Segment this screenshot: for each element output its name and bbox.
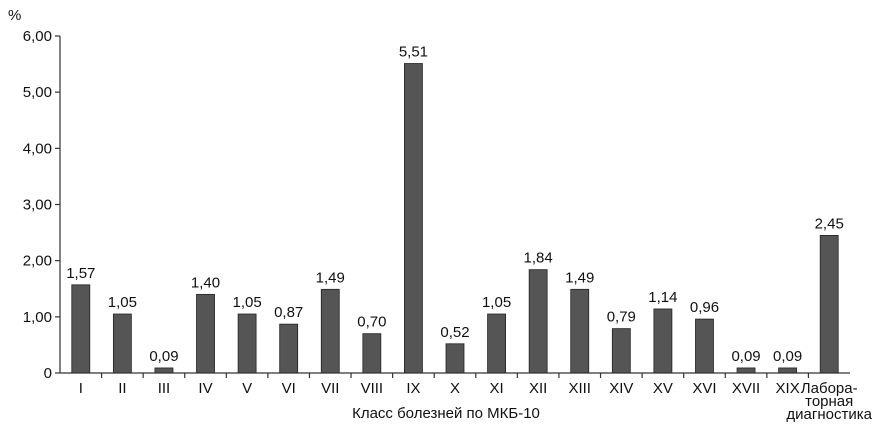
value-label: 1,05	[233, 294, 262, 311]
value-label: 5,51	[399, 44, 428, 61]
category-label: VIII	[361, 380, 384, 397]
category-label: IV	[198, 380, 212, 397]
bar	[570, 288, 590, 374]
y-tick-label: 5,00	[23, 84, 52, 101]
value-label: 0,70	[357, 314, 386, 331]
category-label: XV	[653, 380, 673, 397]
category-label: II	[118, 380, 126, 397]
value-label: 0,96	[690, 299, 719, 316]
bar	[196, 293, 215, 374]
value-label: 0,79	[607, 309, 636, 326]
y-axis-title: %	[8, 7, 21, 24]
category-label: XIV	[609, 380, 633, 397]
category-label: XVI	[692, 380, 716, 397]
bar	[112, 313, 132, 374]
bar	[528, 269, 548, 374]
category-label: X	[450, 380, 460, 397]
bar	[695, 318, 714, 374]
category-label: XIII	[568, 380, 591, 397]
bar	[653, 308, 673, 374]
value-label: 1,49	[316, 269, 345, 286]
bar	[154, 367, 174, 374]
bar	[611, 328, 631, 374]
category-label: XIX	[776, 380, 800, 397]
category-label: VII	[321, 380, 339, 397]
value-label: 0,09	[149, 348, 178, 365]
category-label: V	[242, 380, 252, 397]
value-labels: 1,57 1,05 0,09 1,40 1,05 0,87 1,49 0,70 5,51 0,52…	[66, 44, 844, 365]
x-axis: I II III IV V VI VII VIII IX X XI XII XIII XIV XV XVI XV…	[60, 372, 873, 423]
value-label: 1,57	[66, 265, 95, 282]
y-tick-label: 2,00	[23, 253, 52, 270]
value-label: 1,49	[565, 269, 594, 286]
category-label: I	[79, 380, 83, 397]
y-axis: 0 1,00 2,00 3,00 4,00 5,00 6,00	[23, 28, 61, 382]
category-label: Лабора-торная диагностика	[786, 380, 872, 423]
bar	[279, 323, 299, 374]
y-tick-label: 0	[44, 365, 52, 382]
value-label: 1,84	[524, 250, 553, 267]
category-label: XVII	[732, 380, 760, 397]
x-axis-title: Класс болезней по МКБ-10	[352, 405, 540, 422]
value-label: 0,52	[440, 324, 469, 341]
y-tick-label: 3,00	[23, 197, 52, 214]
bar	[362, 333, 382, 374]
bar	[404, 63, 423, 374]
bar	[819, 234, 839, 374]
value-label: 0,87	[274, 304, 303, 321]
y-tick-label: 6,00	[23, 28, 52, 45]
bar	[71, 284, 91, 374]
bar	[445, 343, 465, 374]
bar	[778, 367, 798, 374]
category-label: IX	[406, 380, 420, 397]
bar	[487, 313, 506, 374]
value-label: 1,14	[648, 289, 677, 306]
category-label: III	[158, 380, 171, 397]
value-label: 1,05	[482, 294, 511, 311]
value-label: 1,05	[108, 294, 137, 311]
y-tick-label: 4,00	[23, 140, 52, 157]
category-label: XI	[489, 380, 503, 397]
category-label: XII	[529, 380, 547, 397]
value-label: 1,40	[191, 274, 220, 291]
bars	[71, 63, 839, 374]
bar	[736, 367, 756, 374]
value-label: 0,09	[731, 348, 760, 365]
value-label: 2,45	[815, 215, 844, 232]
category-label: VI	[282, 380, 296, 397]
y-tick-label: 1,00	[23, 309, 52, 326]
bar	[320, 288, 340, 374]
bar	[237, 313, 257, 374]
value-label: 0,09	[773, 348, 802, 365]
